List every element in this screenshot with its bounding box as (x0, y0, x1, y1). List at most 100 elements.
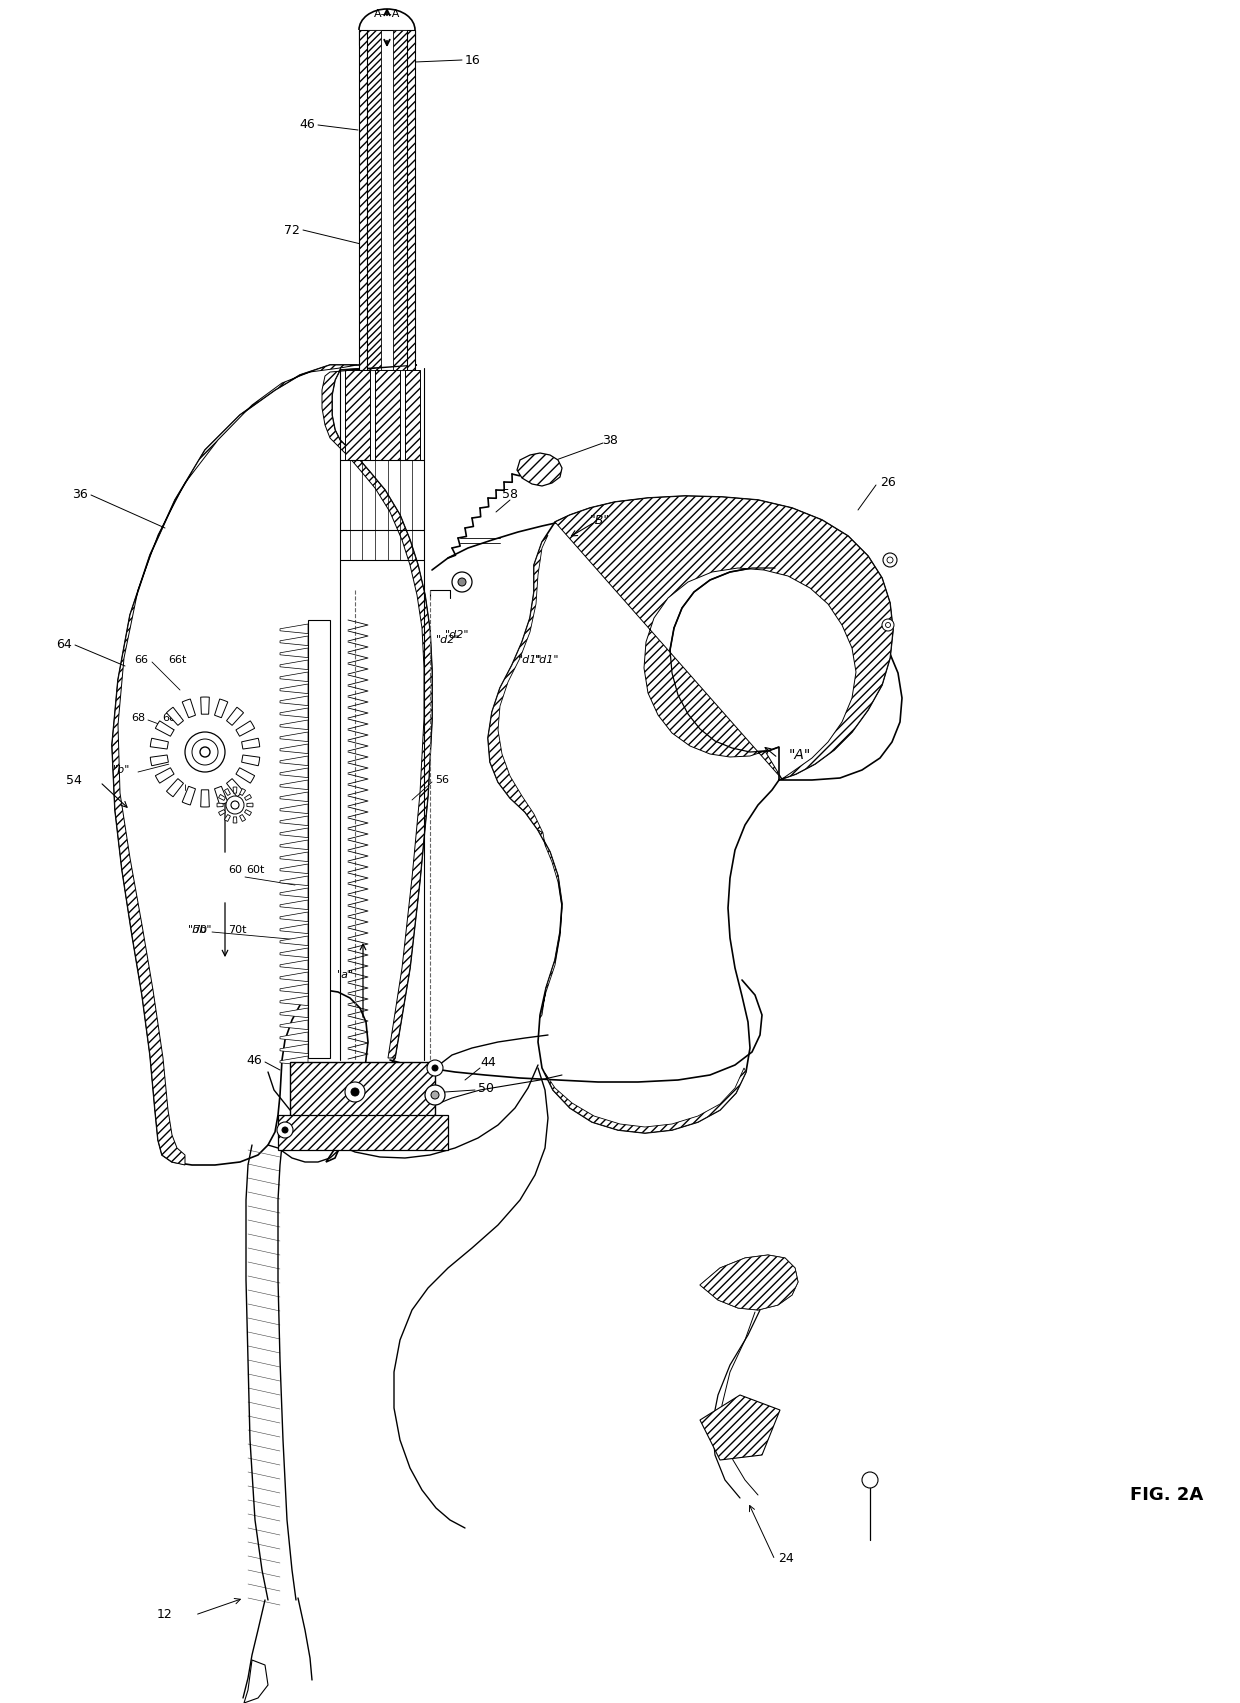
Polygon shape (345, 370, 370, 460)
Polygon shape (280, 732, 308, 741)
Polygon shape (280, 1044, 308, 1054)
Text: "bb": "bb" (187, 925, 212, 935)
Polygon shape (280, 673, 308, 681)
Polygon shape (405, 370, 420, 460)
Polygon shape (280, 804, 308, 814)
Polygon shape (242, 737, 259, 749)
Circle shape (427, 1059, 443, 1076)
Polygon shape (236, 768, 254, 783)
Polygon shape (280, 1032, 308, 1042)
Polygon shape (280, 996, 308, 1005)
Polygon shape (218, 794, 226, 800)
Polygon shape (280, 840, 308, 850)
Polygon shape (242, 754, 259, 766)
Circle shape (883, 553, 897, 567)
Polygon shape (280, 720, 308, 729)
Polygon shape (280, 1008, 308, 1018)
Polygon shape (701, 1255, 799, 1310)
Polygon shape (280, 756, 308, 766)
Circle shape (167, 714, 243, 790)
Polygon shape (166, 707, 184, 725)
Circle shape (882, 618, 894, 632)
Text: "d1": "d1" (518, 656, 542, 664)
Polygon shape (150, 754, 169, 766)
Circle shape (351, 1088, 360, 1097)
Text: 72: 72 (284, 223, 300, 237)
Polygon shape (556, 496, 893, 778)
Polygon shape (280, 623, 308, 634)
Text: A—A: A—A (373, 9, 401, 19)
Polygon shape (280, 697, 308, 705)
Polygon shape (280, 913, 308, 921)
Circle shape (200, 748, 210, 758)
Polygon shape (217, 804, 223, 807)
Polygon shape (236, 720, 254, 736)
Circle shape (887, 557, 893, 564)
Polygon shape (155, 768, 174, 783)
Polygon shape (280, 635, 308, 645)
Polygon shape (308, 620, 330, 1058)
Text: 70: 70 (193, 925, 207, 935)
Polygon shape (280, 780, 308, 790)
Text: "d1": "d1" (534, 656, 559, 664)
Polygon shape (239, 814, 246, 821)
Text: "B": "B" (590, 514, 610, 526)
Polygon shape (367, 31, 381, 370)
Text: 16: 16 (465, 53, 481, 66)
Polygon shape (182, 787, 196, 806)
Text: 46: 46 (299, 119, 315, 131)
Polygon shape (280, 1056, 308, 1066)
Text: 54: 54 (66, 773, 82, 787)
Polygon shape (218, 809, 226, 816)
Polygon shape (278, 1115, 448, 1150)
Polygon shape (280, 792, 308, 802)
Polygon shape (280, 984, 308, 993)
Polygon shape (280, 949, 308, 957)
Polygon shape (150, 737, 169, 749)
Polygon shape (201, 790, 210, 807)
Text: "A": "A" (789, 748, 811, 761)
Circle shape (862, 1471, 878, 1488)
Text: "b": "b" (113, 765, 130, 775)
Circle shape (192, 739, 218, 765)
Text: 56: 56 (435, 775, 449, 785)
Polygon shape (227, 707, 243, 725)
Polygon shape (280, 1020, 308, 1030)
Polygon shape (280, 852, 308, 862)
Text: 64: 64 (56, 639, 72, 652)
Polygon shape (155, 720, 174, 736)
Polygon shape (247, 804, 253, 807)
Text: FIG. 2A: FIG. 2A (1130, 1487, 1203, 1504)
Polygon shape (233, 817, 237, 823)
Polygon shape (280, 887, 308, 897)
Polygon shape (215, 698, 228, 717)
Polygon shape (701, 1395, 780, 1459)
Polygon shape (280, 744, 308, 754)
Text: 38: 38 (603, 434, 618, 446)
Polygon shape (280, 708, 308, 717)
Polygon shape (393, 31, 407, 370)
Polygon shape (489, 496, 901, 1132)
Polygon shape (280, 863, 308, 874)
Circle shape (885, 623, 890, 627)
Polygon shape (290, 1063, 435, 1117)
Polygon shape (280, 899, 308, 909)
Polygon shape (280, 768, 308, 778)
Text: 50: 50 (477, 1081, 494, 1095)
Text: 26: 26 (880, 475, 895, 489)
Circle shape (425, 1085, 445, 1105)
Polygon shape (280, 960, 308, 969)
Polygon shape (112, 364, 357, 1165)
Polygon shape (244, 1660, 268, 1703)
Polygon shape (280, 875, 308, 886)
Text: 60: 60 (228, 865, 242, 875)
Text: 36: 36 (72, 489, 88, 501)
Polygon shape (244, 794, 252, 800)
Polygon shape (546, 1068, 746, 1132)
Text: 68: 68 (131, 714, 145, 724)
Polygon shape (322, 364, 432, 1058)
Polygon shape (374, 370, 401, 460)
Circle shape (231, 800, 239, 809)
Text: 60t: 60t (246, 865, 264, 875)
Polygon shape (233, 787, 237, 794)
